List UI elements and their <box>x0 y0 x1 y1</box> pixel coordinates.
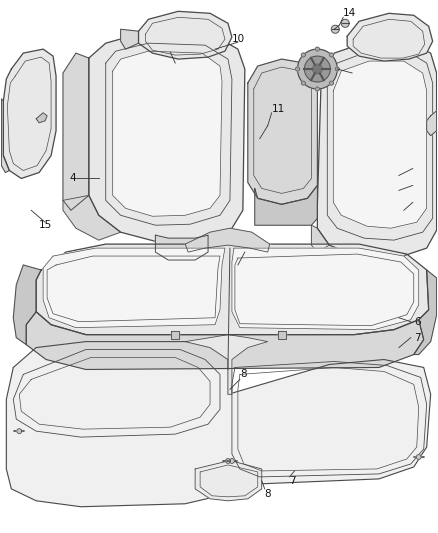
Polygon shape <box>155 235 208 260</box>
Polygon shape <box>63 196 120 240</box>
Text: 1: 1 <box>414 181 420 190</box>
Polygon shape <box>89 31 245 242</box>
Polygon shape <box>195 461 262 501</box>
Polygon shape <box>1 99 9 173</box>
Text: 6: 6 <box>414 317 420 327</box>
Polygon shape <box>335 67 339 71</box>
Polygon shape <box>36 113 47 123</box>
Text: 8: 8 <box>240 369 247 379</box>
Text: 2: 2 <box>414 164 420 174</box>
Polygon shape <box>312 64 322 74</box>
Polygon shape <box>185 335 268 394</box>
Polygon shape <box>427 111 437 136</box>
Polygon shape <box>347 13 433 61</box>
Polygon shape <box>248 59 318 204</box>
Polygon shape <box>63 53 89 211</box>
Text: 8: 8 <box>265 489 271 499</box>
Polygon shape <box>329 81 333 85</box>
Text: 14: 14 <box>343 9 357 18</box>
Text: 13: 13 <box>354 68 367 78</box>
Polygon shape <box>278 330 286 338</box>
Text: 11: 11 <box>272 104 285 114</box>
Polygon shape <box>17 429 21 433</box>
Polygon shape <box>43 248 225 328</box>
Text: 7: 7 <box>290 476 296 486</box>
Text: 15: 15 <box>39 220 53 230</box>
Polygon shape <box>331 25 339 33</box>
Text: 10: 10 <box>232 34 245 44</box>
Polygon shape <box>255 185 318 225</box>
Polygon shape <box>318 41 437 258</box>
Polygon shape <box>304 56 330 82</box>
Polygon shape <box>13 265 41 345</box>
Text: 7: 7 <box>414 333 420 343</box>
Polygon shape <box>329 53 333 57</box>
Polygon shape <box>171 330 179 338</box>
Polygon shape <box>301 53 305 57</box>
Polygon shape <box>414 270 437 354</box>
Polygon shape <box>315 47 319 51</box>
Polygon shape <box>301 81 305 85</box>
Polygon shape <box>185 228 270 252</box>
Polygon shape <box>4 49 56 179</box>
Polygon shape <box>311 225 329 252</box>
Polygon shape <box>417 455 421 459</box>
Text: 4: 4 <box>69 173 76 183</box>
Polygon shape <box>315 87 319 91</box>
Polygon shape <box>138 11 232 59</box>
Text: 5: 5 <box>168 44 175 54</box>
Text: 9: 9 <box>414 197 420 207</box>
Polygon shape <box>36 244 429 335</box>
Polygon shape <box>7 342 431 507</box>
Text: 5: 5 <box>245 243 251 253</box>
Polygon shape <box>226 458 230 463</box>
Polygon shape <box>333 61 427 228</box>
Polygon shape <box>341 19 349 27</box>
Polygon shape <box>113 51 222 216</box>
Polygon shape <box>296 67 300 71</box>
Polygon shape <box>232 248 419 330</box>
Polygon shape <box>297 49 337 89</box>
Polygon shape <box>230 458 234 463</box>
Polygon shape <box>26 312 424 369</box>
Polygon shape <box>120 29 138 49</box>
